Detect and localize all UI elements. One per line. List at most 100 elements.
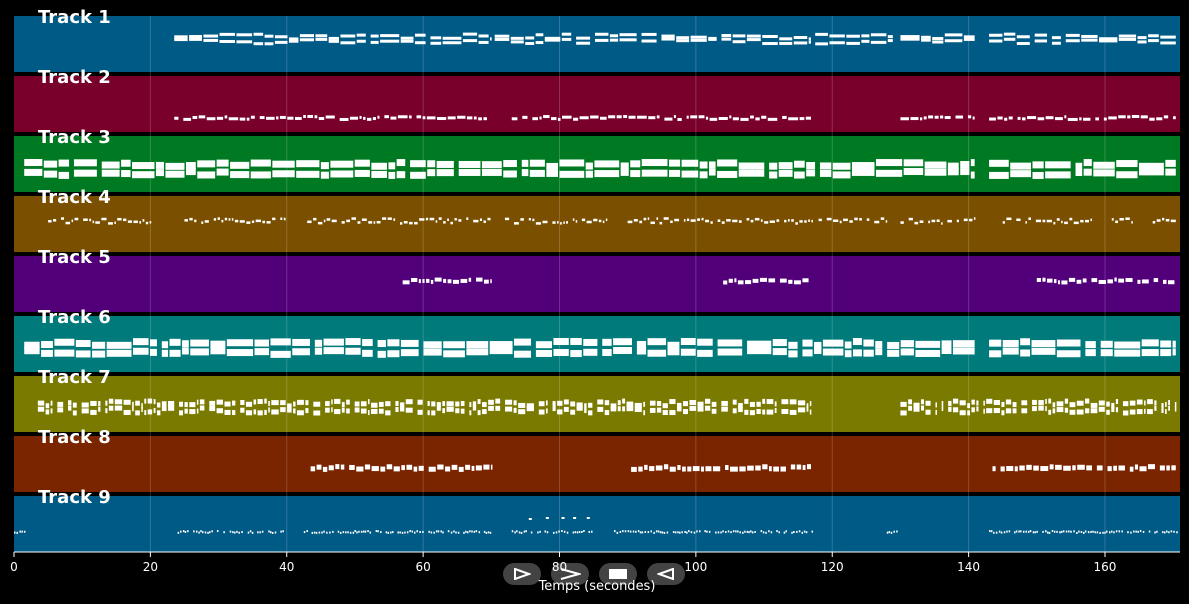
note — [656, 115, 660, 119]
note — [528, 217, 531, 221]
note — [101, 161, 120, 169]
note — [762, 409, 766, 415]
note — [588, 402, 593, 408]
note — [505, 406, 513, 412]
note — [1083, 531, 1085, 534]
note — [330, 170, 354, 178]
note — [588, 530, 591, 533]
note — [844, 350, 852, 358]
note — [1106, 401, 1110, 407]
note — [1018, 530, 1020, 533]
note — [430, 531, 433, 534]
track-lane — [14, 76, 1180, 132]
play-button[interactable] — [503, 563, 541, 585]
note — [401, 465, 405, 471]
note — [377, 530, 379, 533]
note — [282, 530, 284, 533]
track-label: Track 8 — [38, 427, 111, 448]
note — [770, 531, 773, 534]
note — [437, 464, 444, 470]
note — [135, 400, 140, 406]
note — [369, 531, 372, 534]
note — [1148, 530, 1151, 533]
note — [326, 531, 328, 534]
note — [1085, 408, 1090, 414]
note — [931, 219, 936, 223]
note — [663, 217, 669, 220]
note — [686, 218, 690, 222]
note — [395, 401, 399, 407]
note — [762, 531, 765, 534]
note — [510, 36, 524, 40]
note — [633, 219, 638, 222]
note — [624, 530, 627, 533]
note — [993, 531, 995, 534]
note — [680, 348, 696, 356]
note — [537, 531, 539, 534]
note — [525, 36, 535, 40]
note — [778, 162, 793, 170]
note — [1002, 347, 1019, 355]
fast-forward-icon — [560, 568, 581, 580]
note — [960, 161, 970, 169]
note — [287, 407, 292, 413]
note — [288, 39, 299, 43]
note — [634, 407, 642, 413]
note — [1099, 531, 1101, 534]
note — [1116, 171, 1138, 179]
stop-icon — [609, 569, 627, 579]
note — [1075, 162, 1083, 170]
note — [196, 399, 199, 405]
note — [518, 402, 526, 408]
note — [403, 220, 408, 224]
note — [211, 530, 213, 533]
note — [1090, 402, 1098, 408]
note — [683, 219, 686, 222]
note — [435, 220, 438, 223]
note — [1139, 162, 1164, 170]
note — [437, 530, 440, 533]
stop-button[interactable] — [599, 563, 637, 585]
note — [447, 279, 452, 284]
note — [139, 221, 142, 224]
note — [57, 401, 64, 407]
note — [989, 33, 1003, 37]
note — [794, 171, 805, 179]
note — [292, 348, 310, 356]
note — [75, 350, 91, 358]
note — [1012, 408, 1017, 414]
note — [955, 115, 964, 119]
note — [900, 221, 904, 224]
note — [406, 464, 413, 470]
note — [1034, 531, 1036, 534]
note — [174, 35, 188, 39]
x-tick-label: 20 — [142, 560, 158, 574]
note — [637, 530, 640, 533]
note — [1111, 218, 1114, 221]
fast-forward-button[interactable] — [551, 563, 589, 585]
note — [1056, 339, 1081, 347]
note — [661, 531, 664, 534]
note — [198, 115, 206, 119]
note — [303, 115, 306, 119]
note — [422, 278, 425, 283]
note — [648, 116, 656, 120]
note — [72, 402, 77, 408]
note — [317, 221, 323, 225]
note — [45, 409, 50, 415]
rewind-button[interactable] — [647, 563, 685, 585]
note — [1020, 338, 1031, 346]
note — [190, 339, 209, 347]
note — [427, 160, 436, 168]
note — [941, 406, 944, 412]
note — [1064, 221, 1068, 225]
note — [530, 531, 533, 534]
note — [503, 170, 517, 178]
note — [638, 466, 643, 472]
note — [1085, 219, 1089, 223]
note — [814, 341, 822, 349]
note — [314, 347, 323, 355]
note — [585, 170, 593, 178]
note — [246, 117, 250, 121]
note — [609, 34, 619, 38]
